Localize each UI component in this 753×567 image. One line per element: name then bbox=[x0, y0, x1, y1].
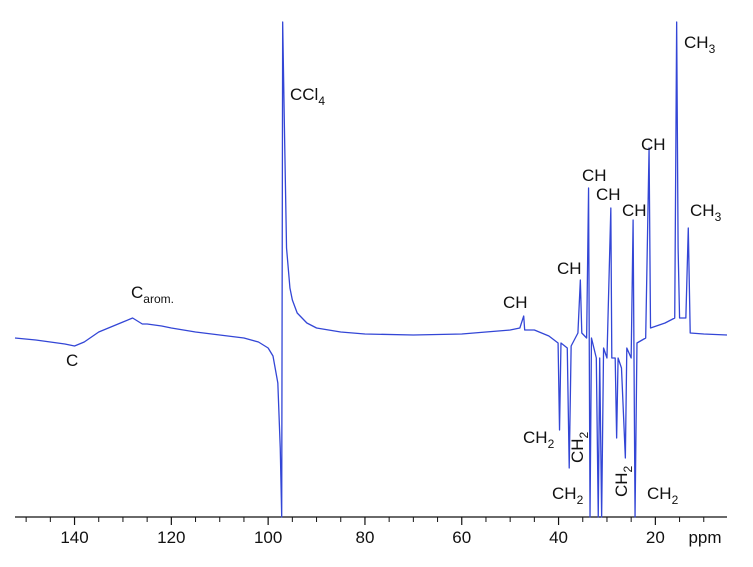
peak-label: CH bbox=[641, 135, 666, 154]
peak-label: CH3 bbox=[690, 201, 722, 224]
x-tick-label: 20 bbox=[646, 528, 665, 547]
peak-label-text: CH bbox=[582, 166, 607, 185]
peak-label-sub: 3 bbox=[709, 42, 716, 56]
peak-label: CH2 bbox=[523, 428, 555, 451]
x-tick-label: 140 bbox=[60, 528, 88, 547]
peak-label: CH bbox=[503, 293, 528, 312]
peak-label-sub: 3 bbox=[715, 210, 722, 224]
peak-label: CH2 bbox=[552, 484, 584, 507]
peak-label-text: CH bbox=[612, 472, 631, 497]
x-tick-label: 80 bbox=[355, 528, 374, 547]
spectrum-line bbox=[14, 21, 728, 518]
peak-label: CH bbox=[557, 259, 582, 278]
peak-label: CCl4 bbox=[290, 85, 325, 108]
peak-label-text: CH bbox=[647, 484, 672, 503]
peak-label-text: CH bbox=[622, 201, 647, 220]
peak-label-text: CH bbox=[523, 428, 548, 447]
peak-label-text: CH bbox=[684, 33, 709, 52]
peak-label-sub: arom. bbox=[143, 292, 174, 306]
x-axis-label: ppm bbox=[688, 528, 721, 547]
peak-label: Carom. bbox=[131, 283, 174, 306]
peak-label-text: CCl bbox=[290, 85, 318, 104]
peak-label-sub: 2 bbox=[577, 493, 584, 507]
peak-label-text: C bbox=[131, 283, 143, 302]
peak-label-text: CH bbox=[596, 185, 621, 204]
peak-label: CH bbox=[582, 166, 607, 185]
peak-label-sub: 2 bbox=[577, 431, 591, 438]
peak-label: CH2 bbox=[612, 465, 635, 497]
peak-label-text: CH bbox=[690, 201, 715, 220]
peak-label-text: CH bbox=[552, 484, 577, 503]
x-tick-label: 100 bbox=[254, 528, 282, 547]
peak-label-text: CH bbox=[503, 293, 528, 312]
peak-label-sub: 2 bbox=[548, 437, 555, 451]
peak-label-sub: 2 bbox=[672, 493, 679, 507]
peak-label-sub: 4 bbox=[318, 94, 325, 108]
peak-label: CH bbox=[596, 185, 621, 204]
peak-label-text: C bbox=[66, 351, 78, 370]
x-tick-label: 60 bbox=[452, 528, 471, 547]
peak-label-text: CH bbox=[641, 135, 666, 154]
x-tick-label: 120 bbox=[157, 528, 185, 547]
x-tick-label: 40 bbox=[549, 528, 568, 547]
peak-label: C bbox=[66, 351, 78, 370]
peak-label-text: CH bbox=[557, 259, 582, 278]
peak-label: CH3 bbox=[684, 33, 716, 56]
peak-label: CH2 bbox=[647, 484, 679, 507]
peak-label-text: CH bbox=[568, 438, 587, 463]
peak-label: CH2 bbox=[568, 431, 591, 463]
peak-label-sub: 2 bbox=[621, 465, 635, 472]
peak-label: CH bbox=[622, 201, 647, 220]
